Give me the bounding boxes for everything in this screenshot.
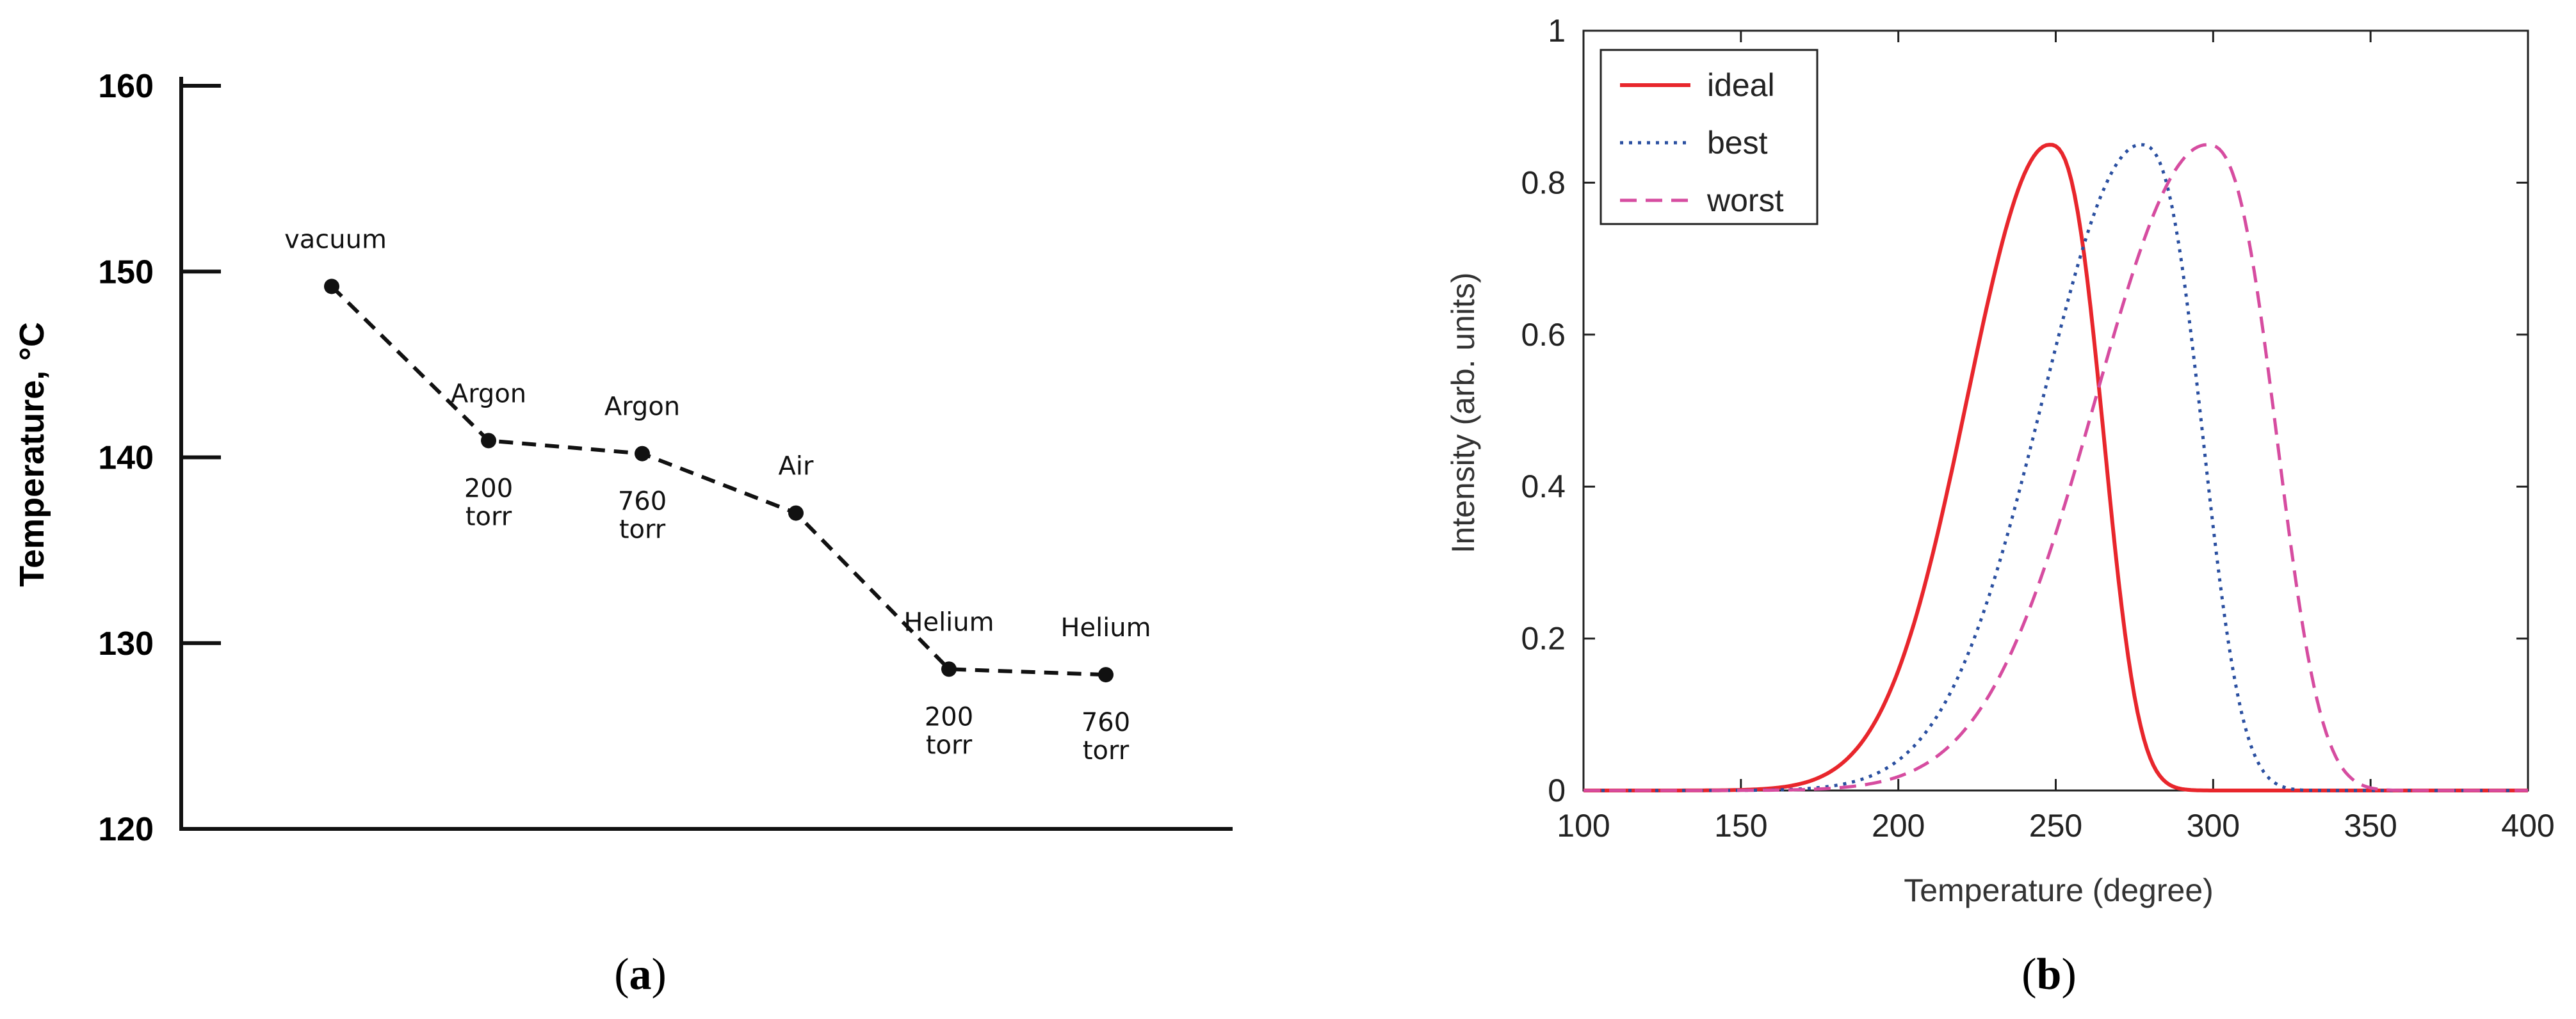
chart-a-point-sublabel: torr <box>466 502 512 531</box>
chart-a-point-label: Argon <box>604 392 680 422</box>
chart-a-point-label: Argon <box>451 379 526 408</box>
chart-a-y-tick-label: 150 <box>98 253 154 291</box>
chart-b-x-tick-label: 400 <box>2501 808 2554 844</box>
chart-a-y-axis-label-text: Temperature, <box>13 361 51 587</box>
chart-a-point-label: Helium <box>1060 613 1151 643</box>
chart-b-x-tick-label: 150 <box>1714 808 1767 844</box>
chart-a-point <box>324 278 339 294</box>
chart-a-axes <box>179 77 1233 831</box>
chart-a-point <box>635 445 650 461</box>
chart-b-y-tick-label: 0.6 <box>1521 317 1566 353</box>
chart-a-y-tick-label: 130 <box>98 625 154 662</box>
chart-b-legend-box <box>1600 49 1819 225</box>
chart-b-ticks: 100 150 200 250 300 350 400 0 0.2 0.4 0.6 0.8 1 <box>1521 13 2554 844</box>
chart-b-x-tick-label: 350 <box>2344 808 2397 844</box>
chart-b-y-tick-label: 0.2 <box>1521 621 1566 657</box>
chart-b-y-tick-label: 0.4 <box>1521 469 1566 504</box>
chart-a-point <box>481 433 496 449</box>
chart-b-y-tick-label: 1 <box>1548 13 1566 49</box>
chart-a-point-sublabel: torr <box>619 515 666 545</box>
chart-a-point <box>1098 667 1114 683</box>
chart-a-y-tick-label: 160 <box>98 68 154 105</box>
chart-b-x-tick-label: 100 <box>1557 808 1610 844</box>
chart-b-x-tick-label: 200 <box>1872 808 1925 844</box>
chart-b-legend-label: best <box>1707 125 1768 161</box>
chart-b-legend-label: worst <box>1706 182 1784 218</box>
chart-a-y-tick-label: 140 <box>98 440 154 477</box>
chart-a-point-sublabel: 760 <box>618 487 667 517</box>
chart-a-point <box>941 661 957 677</box>
chart-a-y-axis-label: Temperature, °C <box>13 322 51 587</box>
chart-b-series-worst <box>1584 143 2528 792</box>
chart-a-point-sublabel: 760 <box>1081 708 1130 737</box>
chart-b-series <box>1584 143 2528 792</box>
chart-b-x-tick-label: 300 <box>2187 808 2240 844</box>
chart-a-y-axis-label-unit: °C <box>13 322 51 361</box>
chart-a-point-sublabel: torr <box>926 730 973 760</box>
chart-a-panel-label: (a) <box>614 950 667 999</box>
chart-b-y-axis-label: Intensity (arb. units) <box>1445 272 1481 553</box>
chart-a-point-label: vacuum <box>284 225 387 254</box>
chart-b-legend-label: ideal <box>1707 67 1775 103</box>
chart-b-series-ideal <box>1584 143 2528 792</box>
chart-a-point-label: Air <box>779 452 814 481</box>
chart-a-y-ticks: 120 130 140 150 160 <box>98 68 221 848</box>
chart-a-point-label: Helium <box>903 607 994 637</box>
chart-a-point-labels: vacuumArgon200torrArgon760torrAirHelium2… <box>284 225 1151 766</box>
chart-b-legend: ideal best worst <box>1600 49 1819 225</box>
chart-b-panel-label: (b) <box>2021 950 2077 999</box>
chart-a-point <box>788 505 804 521</box>
chart-a-point-sublabel: 200 <box>464 474 513 503</box>
chart-a-dashed-line <box>330 285 1106 677</box>
chart-b-y-tick-label: 0.8 <box>1521 164 1566 200</box>
chart-a-point-sublabel: 200 <box>925 702 973 732</box>
chart-a-points <box>324 278 1114 683</box>
chart-b-x-axis-label: Temperature (degree) <box>1904 872 2214 908</box>
chart-b-series-best <box>1584 143 2528 792</box>
chart-a-point-sublabel: torr <box>1083 736 1130 766</box>
chart-a-y-tick-label: 120 <box>98 811 154 848</box>
chart-b-y-tick-label: 0 <box>1548 773 1566 808</box>
chart-b-x-tick-label: 250 <box>2029 808 2082 844</box>
chart-b-plot-frame <box>1582 29 2529 792</box>
